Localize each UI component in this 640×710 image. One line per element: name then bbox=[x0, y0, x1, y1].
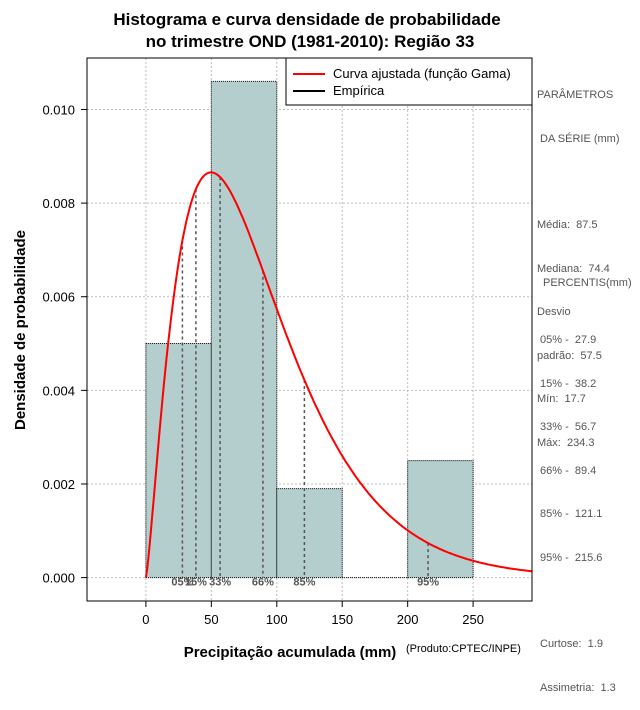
legend-empirical-label: Empírica bbox=[333, 83, 385, 98]
percentil-85: 85% - 121.1 bbox=[540, 508, 603, 520]
y-tick-label-2: 0.004 bbox=[42, 383, 75, 398]
percentil-66: 66% - 89.4 bbox=[540, 464, 597, 477]
histogram-bar-2 bbox=[276, 488, 343, 578]
param-min: Mín: 17.7 bbox=[537, 393, 586, 405]
y-tick-label-1: 0.002 bbox=[42, 477, 75, 492]
percentile-labels: 05%15% 33% 66% 85% 95% bbox=[171, 577, 439, 589]
histogram-bar-4 bbox=[407, 460, 474, 578]
x-tick-label-3: 150 bbox=[331, 612, 353, 627]
histogram-bar-outline-1 bbox=[210, 80, 278, 578]
histogram-bar-outline-0 bbox=[145, 343, 212, 578]
percentile-label-1: 15% bbox=[185, 577, 207, 589]
param-std-label: Desvio bbox=[537, 306, 571, 318]
percentis-panel: 05% - 27.9 15% - 38.2 33% - 56.7 66% - 8… bbox=[540, 304, 616, 710]
histogram-chart: 05%15% 33% 66% 85% 95% 0 50 100 150 200 250 0.000… bbox=[12, 10, 533, 660]
x-tick-label-4: 200 bbox=[397, 612, 419, 627]
x-tick-label-0: 0 bbox=[142, 612, 149, 627]
y-axis: 0.000 0.002 0.004 0.006 0.008 0.010 bbox=[42, 102, 87, 586]
x-tick-label-1: 50 bbox=[204, 612, 218, 627]
param-mean: Média: 87.5 bbox=[537, 219, 598, 231]
parameters-panel: PARÂMETROS DA SÉRIE (mm) Média: 87.5 Med… bbox=[537, 59, 620, 465]
parameters-title: PARÂMETROS bbox=[537, 89, 614, 101]
percentil-95: 95% - 215.6 bbox=[540, 551, 603, 564]
percentile-lines bbox=[181, 177, 429, 578]
percentile-label-2: 33% bbox=[209, 577, 231, 589]
legend-curve-label: Curva ajustada (função Gama) bbox=[333, 66, 511, 81]
stat-kurtosis: Curtose: 1.9 bbox=[540, 638, 603, 650]
x-tick-label-2: 100 bbox=[266, 612, 288, 627]
percentile-label-0: 05% bbox=[171, 577, 193, 589]
histogram-bar-0 bbox=[145, 343, 212, 578]
y-tick-label-3: 0.006 bbox=[42, 290, 75, 305]
histogram-bar-1 bbox=[211, 81, 277, 578]
legend: Curva ajustada (função Gama) Empírica bbox=[285, 57, 533, 106]
histogram-bar-outline-4 bbox=[407, 460, 474, 578]
chart-title-line1: Histograma e curva densidade de probabil… bbox=[113, 10, 500, 29]
y-tick-label-5: 0.010 bbox=[42, 102, 75, 117]
param-max: Máx: 234.3 bbox=[537, 436, 595, 449]
percentile-label-3: 66% bbox=[252, 577, 274, 589]
percentile-label-4: 85% bbox=[293, 577, 315, 589]
x-axis: 0 50 100 150 200 250 bbox=[142, 601, 484, 627]
legend-box bbox=[285, 57, 533, 106]
parameters-subtitle: DA SÉRIE (mm) bbox=[537, 132, 620, 145]
y-tick-label-0: 0.000 bbox=[42, 571, 75, 586]
x-axis-label: Precipitação acumulada (mm) bbox=[184, 644, 397, 660]
x-tick-label-5: 250 bbox=[462, 612, 484, 627]
histogram-bar-outline-2 bbox=[276, 488, 343, 578]
percentile-label-5: 95% bbox=[417, 577, 439, 589]
chart-title-line2: no trimestre OND (1981-2010): Região 33 bbox=[146, 32, 475, 51]
param-median: Mediana: 74.4 bbox=[537, 262, 610, 275]
credit-text: (Produto:CPTEC/INPE) bbox=[406, 643, 521, 655]
histogram-bars bbox=[145, 80, 474, 579]
y-axis-label: Densidade de probabilidade bbox=[12, 230, 29, 430]
stat-skewness: Assimetria: 1.3 bbox=[540, 681, 616, 694]
percentis-title: PERCENTIS(mm) bbox=[543, 277, 632, 289]
y-tick-label-4: 0.008 bbox=[42, 196, 75, 211]
percentil-05: 05% - 27.9 bbox=[540, 334, 597, 346]
gamma-curve bbox=[144, 171, 533, 578]
percentil-33: 33% - 56.7 bbox=[540, 421, 597, 433]
percentil-15: 15% - 38.2 bbox=[540, 377, 597, 390]
param-std: padrão: 57.5 bbox=[537, 349, 602, 362]
